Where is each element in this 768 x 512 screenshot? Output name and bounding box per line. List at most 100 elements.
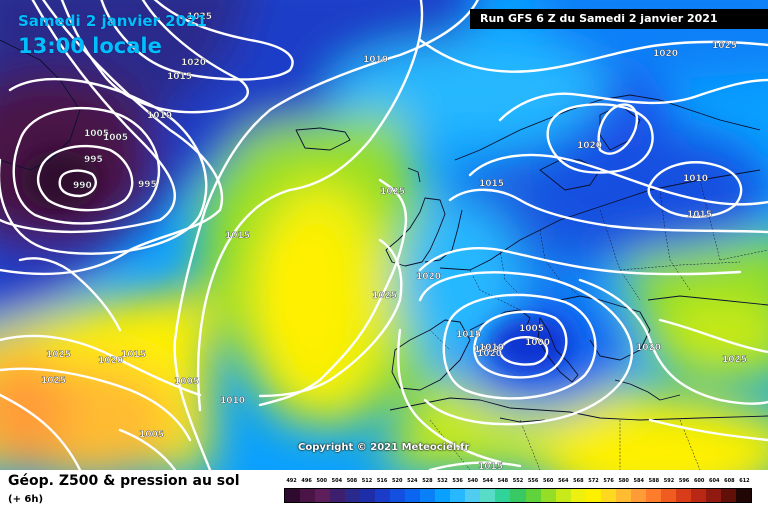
legend-value: 584	[633, 478, 644, 484]
legend-value: 528	[422, 478, 433, 484]
legend-swatch	[360, 489, 376, 502]
forecast-offset: (+ 6h)	[8, 494, 44, 505]
isobar-label: 1020	[416, 272, 441, 282]
legend-swatch	[465, 489, 481, 502]
legend-value: 516	[376, 478, 388, 484]
isobar-label: 1015	[687, 210, 712, 220]
geopotential-field	[0, 0, 768, 470]
isobar-label: 1025	[722, 355, 747, 365]
legend-swatch	[585, 489, 601, 502]
legend-swatch	[690, 489, 706, 502]
legend-swatch	[330, 489, 346, 502]
legend-swatch	[435, 489, 451, 502]
legend-swatch	[705, 489, 721, 502]
isobar-label: 1015	[479, 179, 504, 189]
legend-swatch	[315, 489, 331, 502]
legend-swatch	[525, 489, 541, 502]
isobar-label: 1005	[139, 430, 164, 440]
legend-value: 556	[527, 478, 539, 484]
legend-swatch	[540, 489, 556, 502]
isobar-label: 1010	[220, 396, 245, 406]
isobar-label: 1025	[372, 291, 397, 301]
legend-swatch	[555, 489, 571, 502]
legend-value: 580	[618, 478, 629, 484]
legend-swatch	[495, 489, 511, 502]
legend-value: 576	[603, 478, 614, 484]
isobar-label: 1025	[41, 376, 66, 386]
legend-value: 592	[663, 478, 675, 484]
legend-swatch	[375, 489, 391, 502]
legend-value: 492	[286, 478, 297, 484]
isobar-label: 1010	[147, 111, 172, 121]
legend-swatch	[615, 489, 631, 502]
isobar-label: 1005	[519, 324, 544, 334]
legend-swatch	[570, 489, 586, 502]
copyright-notice: Copyright © 2021 Meteociel.fr	[298, 442, 470, 453]
legend-value: 504	[331, 478, 343, 484]
isobar-label: 1020	[477, 349, 502, 359]
isobar-label: 1020	[577, 141, 602, 151]
isobar-label: 1020	[98, 356, 123, 366]
isobar-label: 1005	[174, 377, 199, 387]
legend-swatch	[630, 489, 646, 502]
legend-swatch	[735, 489, 751, 502]
isobar-label: 1020	[636, 343, 661, 353]
legend-swatch	[645, 489, 661, 502]
legend-value: 568	[573, 478, 584, 484]
legend-swatch	[480, 489, 496, 502]
legend-bar	[284, 488, 752, 503]
legend-swatch	[300, 489, 316, 502]
isobars	[0, 0, 768, 470]
legend-value: 540	[467, 478, 478, 484]
isobar-label: 1015	[167, 72, 192, 82]
legend-swatch	[285, 489, 301, 502]
isobar-label: 1010	[479, 343, 504, 353]
legend-swatch	[660, 489, 676, 502]
legend-value: 544	[482, 478, 494, 484]
isobar-label: 1015	[456, 330, 481, 340]
legend-value: 552	[512, 478, 524, 484]
product-title: Géop. Z500 & pression au sol	[8, 473, 240, 489]
isobar-label: 995	[84, 155, 103, 165]
isobar-label: 995	[138, 180, 157, 190]
model-run-info: Run GFS 6 Z du Samedi 2 janvier 2021	[470, 9, 768, 29]
isobar-label: 1015	[225, 231, 250, 241]
legend-swatch	[420, 489, 436, 502]
isobar-label: 1010	[474, 345, 499, 355]
legend-value: 612	[739, 478, 750, 484]
legend-value: 532	[437, 478, 448, 484]
legend-swatch	[450, 489, 466, 502]
legend-value: 500	[316, 478, 327, 484]
isobar-label: 1025	[380, 187, 405, 197]
legend-value: 548	[497, 478, 509, 484]
legend-value: 512	[361, 478, 373, 484]
legend-swatch	[390, 489, 406, 502]
isobar-label: 1015	[121, 350, 146, 360]
legend-value: 560	[542, 478, 554, 484]
isobar-label: 1020	[181, 58, 206, 68]
legend-value: 572	[588, 478, 599, 484]
legend-value: 536	[452, 478, 463, 484]
legend-swatch	[510, 489, 526, 502]
isobar-labels: 1025 1020 1015 1010 1010 1005 1005 995 9…	[41, 12, 747, 470]
legend-swatch	[405, 489, 421, 502]
isobar-label: 990	[73, 181, 92, 191]
legend-value: 596	[678, 478, 690, 484]
z500-pressure-map: 1025 1020 1015 1010 1010 1005 1005 995 9…	[0, 0, 768, 470]
color-legend: 492 496 500 504 508 512 516 520 524 528 532 536 540 5…	[284, 478, 752, 503]
forecast-local-time: 13:00 locale	[18, 34, 162, 58]
footer: Géop. Z500 & pression au sol (+ 6h) 492 4…	[0, 470, 768, 512]
isobar-label: 1025	[712, 41, 737, 51]
legend-value: 600	[693, 478, 705, 484]
isobar-label: 1025	[187, 12, 212, 22]
legend-value: 564	[558, 478, 569, 484]
legend-value: 604	[709, 478, 720, 484]
forecast-date: Samedi 2 janvier 2021	[18, 12, 207, 30]
legend-swatch	[345, 489, 361, 502]
legend-swatch	[720, 489, 736, 502]
legend-value: 520	[392, 478, 403, 484]
legend-swatch	[600, 489, 616, 502]
isobar-label: 1025	[46, 350, 71, 360]
isobar-label: 1010	[683, 174, 708, 184]
